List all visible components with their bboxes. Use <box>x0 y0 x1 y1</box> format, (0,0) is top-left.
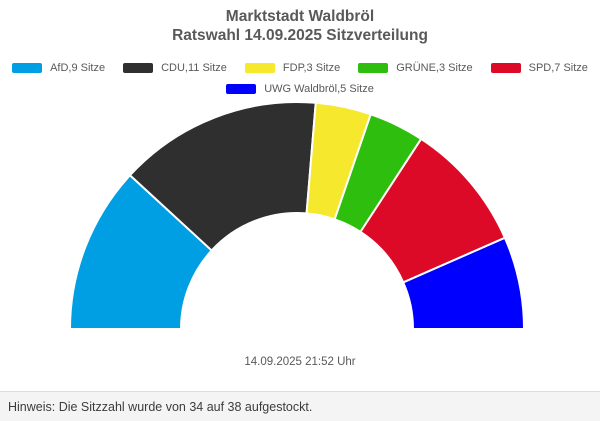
hinweis-text: Hinweis: Die Sitzzahl wurde von 34 auf 3… <box>8 399 313 414</box>
legend-item-grüne[interactable]: GRÜNE,3 Sitze <box>358 61 473 74</box>
legend-label-afd: AfD,9 Sitze <box>50 61 106 74</box>
legend-swatch-spd <box>490 62 521 73</box>
legend-swatch-fdp <box>244 62 275 73</box>
seat-segment-uwg-waldbröl[interactable] <box>402 236 525 330</box>
legend-row-2: UWG Waldbröl,5 Sitze <box>0 81 600 96</box>
title-line-1: Marktstadt Waldbröl <box>225 8 375 25</box>
seat-segment-cdu[interactable] <box>128 101 317 252</box>
legend-label-cdu: CDU,11 Sitze <box>161 61 227 74</box>
hinweis-bar: Hinweis: Die Sitzzahl wurde von 34 auf 3… <box>0 391 600 421</box>
legend-item-fdp[interactable]: FDP,3 Sitze <box>244 61 341 74</box>
legend-item-spd[interactable]: SPD,7 Sitze <box>490 61 588 74</box>
legend-item-afd[interactable]: AfD,9 Sitze <box>12 62 105 74</box>
legend-swatch-grüne <box>358 62 389 73</box>
legend-label-uwg-waldbröl: UWG Waldbröl,5 Sitze <box>264 82 374 95</box>
legend: AfD,9 Sitze CDU,11 Sitze FDP,3 Sitze GRÜNE,… <box>0 60 600 96</box>
legend-row-1: AfD,9 Sitze CDU,11 Sitze FDP,3 Sitze GRÜNE,… <box>0 60 600 75</box>
title-line-2: Ratswahl 14.09.2025 Sitzverteilung <box>172 27 428 44</box>
legend-swatch-cdu <box>123 62 154 73</box>
legend-swatch-afd <box>12 62 43 73</box>
legend-label-grüne: GRÜNE,3 Sitze <box>396 61 473 74</box>
legend-item-cdu[interactable]: CDU,11 Sitze <box>123 62 227 74</box>
page-title: Marktstadt Waldbröl Ratswahl 14.09.2025 … <box>0 7 600 45</box>
legend-item-uwg-waldbröl[interactable]: UWG Waldbröl,5 Sitze <box>226 83 374 95</box>
legend-swatch-uwg-waldbröl <box>226 83 257 94</box>
chart-timestamp: 14.09.2025 21:52 Uhr <box>244 356 356 368</box>
legend-label-spd: SPD,7 Sitze <box>528 61 588 74</box>
legend-label-fdp: FDP,3 Sitze <box>282 61 341 74</box>
